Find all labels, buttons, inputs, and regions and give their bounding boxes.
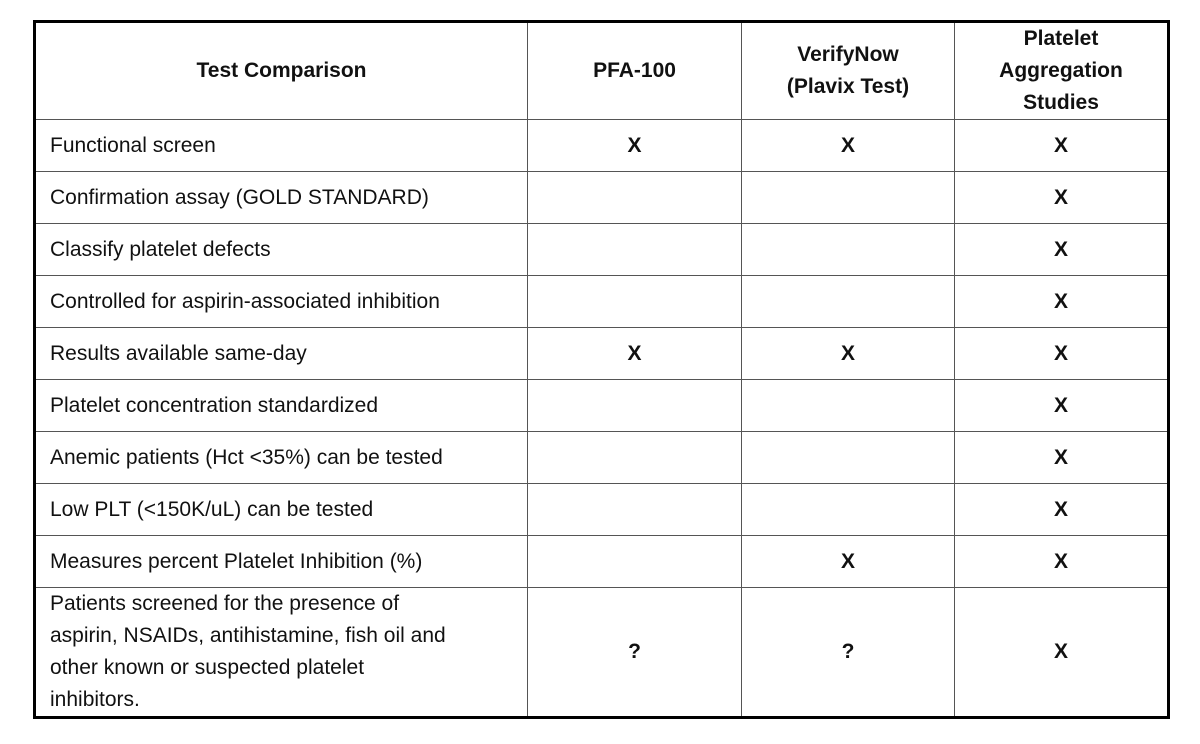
table-row: Platelet concentration standardized X: [34, 379, 1169, 432]
check-cell: [527, 275, 742, 328]
table-row: Functional screen X X X: [34, 119, 1169, 172]
check-cell: [741, 379, 955, 432]
check-cell: X: [954, 275, 1169, 328]
check-cell: X: [954, 379, 1169, 432]
check-cell: X: [954, 171, 1169, 224]
table-header: Test Comparison PFA-100 VerifyNow (Plavix T…: [34, 21, 1169, 120]
check-cell: [741, 223, 955, 276]
text-line: other known or suspected platelet: [50, 656, 365, 679]
table-row: Low PLT (<150K/uL) can be tested X: [34, 483, 1169, 536]
header-cell: PFA-100: [527, 21, 742, 120]
comparison-table: Test Comparison PFA-100 VerifyNow (Plavix T…: [33, 20, 1170, 719]
check-cell: [741, 275, 955, 328]
table-wrapper: Test Comparison PFA-100 VerifyNow (Plavix T…: [33, 20, 1170, 719]
row-label: Confirmation assay (GOLD STANDARD): [34, 171, 528, 224]
check-cell: [527, 171, 742, 224]
check-cell: ?: [527, 587, 742, 718]
check-cell: X: [741, 119, 955, 172]
table-row: Measures percent Platelet Inhibition (%)…: [34, 535, 1169, 588]
header-cell: VerifyNow (Plavix Test): [741, 21, 955, 120]
row-label: Controlled for aspirin-associated inhibi…: [34, 275, 528, 328]
check-cell: [527, 535, 742, 588]
check-cell: [741, 483, 955, 536]
row-label: Measures percent Platelet Inhibition (%): [34, 535, 528, 588]
check-cell: X: [954, 587, 1169, 718]
header-cell: Platelet Aggregation Studies: [954, 21, 1169, 120]
header-cell: Test Comparison: [34, 21, 528, 120]
check-cell: [527, 379, 742, 432]
table-row: Anemic patients (Hct <35%) can be tested…: [34, 431, 1169, 484]
check-cell: ?: [741, 587, 955, 718]
check-cell: X: [954, 327, 1169, 380]
row-label: Platelet concentration standardized: [34, 379, 528, 432]
check-cell: [527, 431, 742, 484]
text-line: aspirin, NSAIDs, antihistamine, fish oil…: [50, 624, 446, 647]
check-cell: X: [741, 327, 955, 380]
table-row: Patients screened for the presence of asp…: [34, 587, 1169, 718]
text-line: Aggregation: [999, 59, 1123, 82]
table-row: Controlled for aspirin-associated inhibi…: [34, 275, 1169, 328]
text-line: Studies: [1023, 91, 1099, 114]
check-cell: [527, 483, 742, 536]
text-line: VerifyNow: [797, 43, 899, 66]
text-line: Test Comparison: [196, 59, 367, 82]
text-line: PFA-100: [593, 59, 676, 82]
row-label: Low PLT (<150K/uL) can be tested: [34, 483, 528, 536]
check-cell: X: [954, 483, 1169, 536]
check-cell: [741, 171, 955, 224]
text-line: (Plavix Test): [786, 75, 910, 98]
check-cell: X: [954, 431, 1169, 484]
row-label: Patients screened for the presence of asp…: [34, 587, 528, 718]
table-body: Functional screen X X X Confirmation assay (…: [34, 119, 1169, 718]
check-cell: X: [954, 535, 1169, 588]
check-cell: X: [954, 119, 1169, 172]
check-cell: X: [741, 535, 955, 588]
text-line: Platelet: [1023, 27, 1099, 50]
text-line: Patients screened for the presence of: [50, 592, 400, 615]
table-row: Confirmation assay (GOLD STANDARD) X: [34, 171, 1169, 224]
check-cell: [741, 431, 955, 484]
row-label: Classify platelet defects: [34, 223, 528, 276]
row-label: Anemic patients (Hct <35%) can be tested: [34, 431, 528, 484]
check-cell: X: [527, 119, 742, 172]
table-row: Classify platelet defects X: [34, 223, 1169, 276]
text-line: inhibitors.: [50, 688, 140, 711]
check-cell: X: [527, 327, 742, 380]
table-row: Results available same-day X X X: [34, 327, 1169, 380]
check-cell: [527, 223, 742, 276]
row-label: Functional screen: [34, 119, 528, 172]
row-label: Results available same-day: [34, 327, 528, 380]
header-row: Test Comparison PFA-100 VerifyNow (Plavix T…: [34, 21, 1169, 120]
check-cell: X: [954, 223, 1169, 276]
